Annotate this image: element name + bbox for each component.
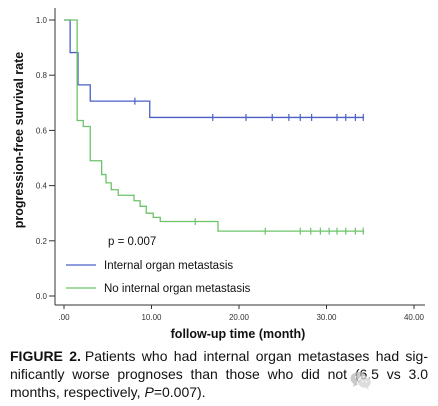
- survival-chart: 0.0 0.2 0.4 0.6 0.8 1.0 .00 10.00 20.00 30.00 40.…: [12, 8, 425, 341]
- figure-caption: FIGURE 2. Patients who had internal organ…: [10, 347, 428, 401]
- x-axis-label: follow-up time (month): [171, 327, 306, 341]
- y-tick-label: 0.0: [36, 292, 48, 301]
- legend-label-internal: Internal organ metastasis: [104, 260, 233, 272]
- series-curves: [64, 19, 365, 235]
- legend: Internal organ metastasis No internal or…: [66, 260, 251, 295]
- y-tick-label: 0.8: [36, 71, 48, 80]
- axes: [54, 8, 425, 306]
- x-ticks: .00 10.00 20.00 30.00 40.00: [58, 305, 425, 322]
- caption-line-1: FIGURE 2. Patients who had internal organ…: [10, 347, 428, 365]
- caption-text-1: Patients who had internal organ metastas…: [84, 348, 428, 364]
- x-tick-label: 10.00: [141, 313, 162, 322]
- x-tick-label: 30.00: [316, 313, 337, 322]
- caption-line-2: nificantly worse prognoses than those wh…: [10, 365, 428, 383]
- x-tick-label: .00: [58, 313, 70, 322]
- p-symbol: P: [144, 384, 154, 400]
- survival-curve-no-internal: [64, 19, 365, 232]
- x-tick-label: 40.00: [404, 313, 425, 322]
- y-tick-label: 1.0: [36, 16, 48, 25]
- survival-curve-internal: [64, 19, 365, 119]
- y-axis-label: progression-free survival rate: [12, 52, 26, 229]
- figure-label: FIGURE 2.: [10, 348, 81, 364]
- y-tick-label: 0.4: [36, 182, 48, 191]
- caption-line-3: months, respectively, P=0.007).: [10, 383, 428, 401]
- y-ticks: 0.0 0.2 0.4 0.6 0.8 1.0: [36, 16, 55, 301]
- caption-text-3: months, respectively,: [10, 384, 141, 400]
- caption-text-3-end: =0.007).: [153, 384, 206, 400]
- p-value-annotation: p = 0.007: [108, 236, 156, 248]
- caption-text-2: nificantly worse prognoses than those wh…: [10, 366, 428, 382]
- y-tick-label: 0.6: [36, 126, 48, 135]
- x-tick-label: 20.00: [229, 313, 250, 322]
- y-tick-label: 0.2: [36, 237, 48, 246]
- legend-label-no-internal: No internal organ metastasis: [104, 283, 251, 295]
- wechat-icon: [350, 372, 372, 390]
